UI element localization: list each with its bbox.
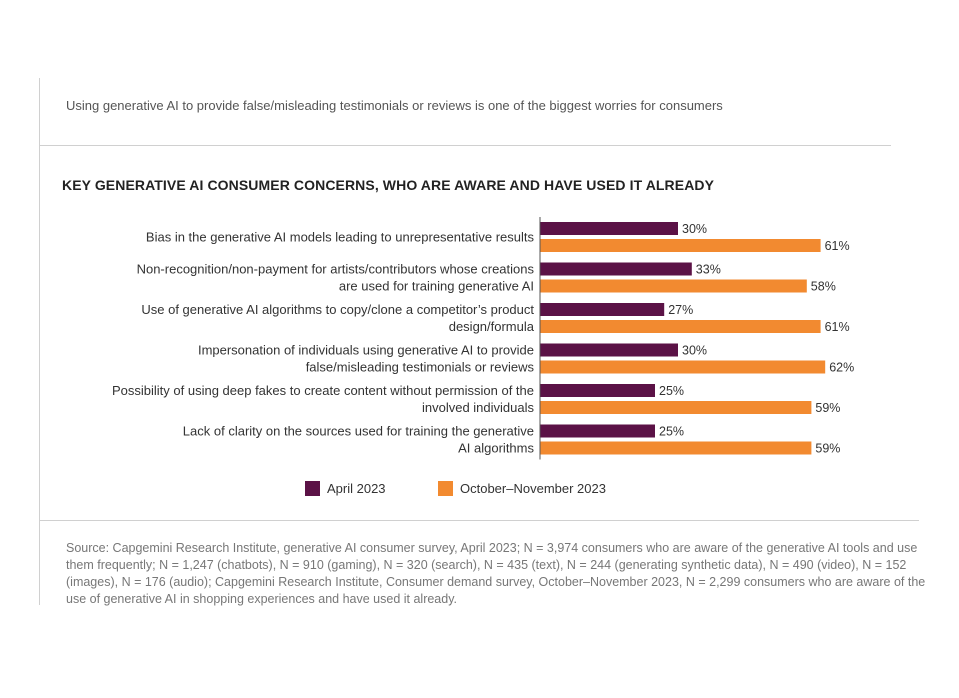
chart-title: KEY GENERATIVE AI CONSUMER CONCERNS, WHO…: [62, 177, 715, 193]
bar-oct-nov-2023-3: [540, 320, 821, 333]
legend-item-april-2023: April 2023: [305, 481, 386, 496]
bar-oct-nov-2023-1: [540, 239, 821, 252]
bar-oct-nov-2023-2: [540, 279, 807, 293]
category-label-2-line-1: Non-recognition/non-payment for artists/…: [137, 262, 535, 277]
bar-april-2023-3: [540, 303, 665, 316]
legend-label-oct-nov-2023: October–November 2023: [460, 481, 606, 496]
data-label-oct-nov-2023-3: 61%: [825, 320, 850, 334]
category-label-3-line-1: Use of generative AI algorithms to copy/…: [141, 302, 534, 317]
category-label-6-line-1: Lack of clarity on the sources used for …: [183, 424, 534, 439]
legend-item-oct-nov-2023: October–November 2023: [438, 481, 606, 496]
category-label-3-line-2: design/formula: [449, 319, 535, 334]
category-label-4-line-1: Impersonation of individuals using gener…: [198, 343, 534, 358]
category-label-1-line-1: Bias in the generative AI models leading…: [146, 230, 535, 245]
bar-april-2023-4: [540, 343, 678, 357]
legend-label-april-2023: April 2023: [327, 481, 386, 496]
bar-april-2023-1: [540, 222, 678, 235]
category-label-4-line-2: false/misleading testimonials or reviews: [306, 360, 535, 375]
bar-april-2023-2: [540, 262, 692, 276]
data-label-oct-nov-2023-2: 58%: [811, 280, 836, 294]
data-label-april-2023-3: 27%: [668, 303, 693, 317]
category-label-2-line-2: are used for training generative AI: [339, 279, 534, 294]
bar-april-2023-5: [540, 384, 655, 397]
category-label-5-line-2: involved individuals: [422, 400, 535, 415]
source-note: Source: Capgemini Research Institute, ge…: [66, 541, 926, 606]
data-label-april-2023-5: 25%: [659, 384, 684, 398]
bar-april-2023-6: [540, 424, 655, 438]
bar-oct-nov-2023-4: [540, 360, 826, 374]
data-label-april-2023-1: 30%: [682, 222, 707, 236]
data-label-april-2023-2: 33%: [696, 263, 721, 277]
bar-oct-nov-2023-6: [540, 441, 812, 455]
data-label-april-2023-6: 25%: [659, 425, 684, 439]
data-label-oct-nov-2023-4: 62%: [829, 361, 854, 375]
top-divider: [39, 145, 891, 146]
category-label-6-line-2: AI algorithms: [458, 441, 534, 456]
bottom-divider: [39, 520, 919, 521]
legend-swatch-april-2023: [305, 481, 320, 496]
intro-text: Using generative AI to provide false/mis…: [66, 98, 723, 113]
data-label-april-2023-4: 30%: [682, 344, 707, 358]
left-divider: [39, 78, 40, 605]
data-label-oct-nov-2023-1: 61%: [825, 239, 850, 253]
data-label-oct-nov-2023-5: 59%: [815, 401, 840, 415]
bar-oct-nov-2023-5: [540, 401, 812, 414]
legend-swatch-oct-nov-2023: [438, 481, 453, 496]
data-label-oct-nov-2023-6: 59%: [815, 442, 840, 456]
category-label-5-line-1: Possibility of using deep fakes to creat…: [112, 383, 534, 398]
